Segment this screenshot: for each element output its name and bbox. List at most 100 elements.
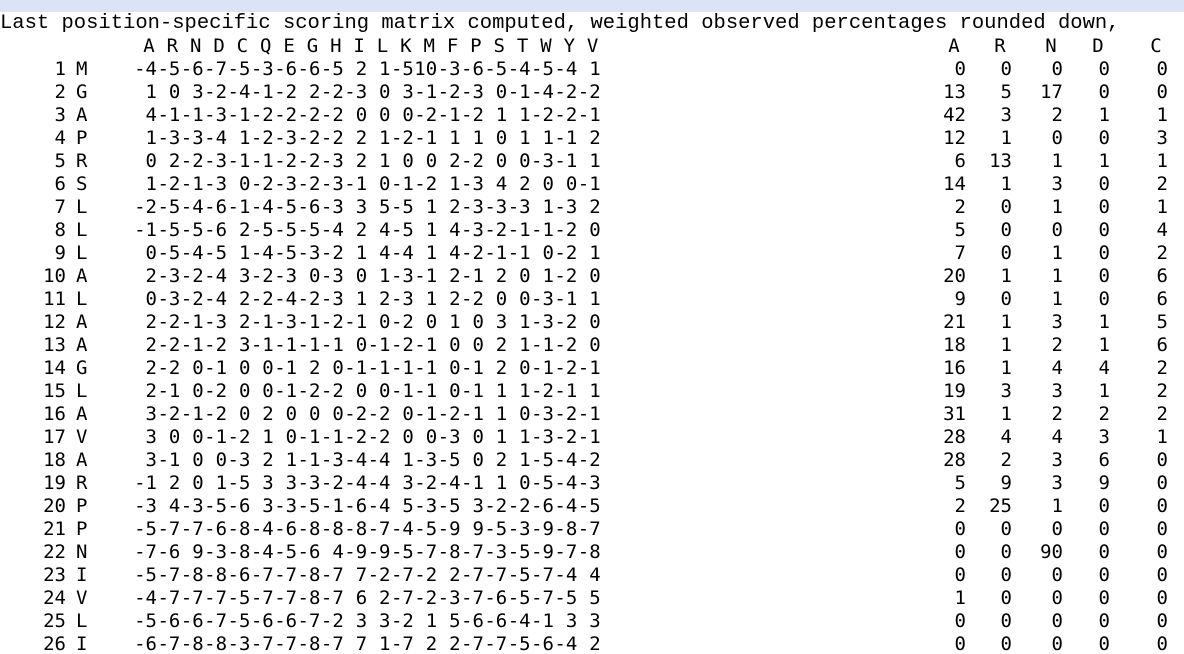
- score-cell: 0: [519, 403, 531, 425]
- position-number: 17: [43, 426, 66, 448]
- score-cell: -1: [554, 150, 578, 172]
- score-cell: 0: [238, 403, 251, 425]
- position-number: 22: [43, 541, 66, 563]
- score-column-header: N: [189, 35, 202, 57]
- score-cell: -3: [390, 288, 414, 310]
- score-cell: 1: [379, 127, 391, 149]
- score-cell: -5: [414, 518, 438, 540]
- percent-cell: 4: [1000, 426, 1012, 448]
- score-column-header: W: [540, 35, 552, 57]
- score-cell: -1: [320, 495, 344, 517]
- percent-cell: 2: [1156, 173, 1168, 195]
- percent-cell: 13: [989, 150, 1012, 172]
- score-cell: 5: [449, 610, 461, 632]
- score-cell: -1: [554, 380, 578, 402]
- score-cell: -2: [461, 242, 484, 264]
- score-cell: -7: [461, 564, 484, 586]
- score-cell: -5: [390, 196, 414, 218]
- position-number: 9: [54, 242, 66, 264]
- residue-letter: V: [76, 587, 88, 609]
- score-cell: 3: [238, 334, 251, 356]
- score-cell: -7: [274, 633, 298, 654]
- score-cell: -3: [134, 495, 157, 517]
- score-cell: -2: [554, 81, 578, 103]
- score-cell: -2: [367, 403, 391, 425]
- percent-cell: 0: [1156, 587, 1168, 609]
- score-cell: -3: [461, 219, 484, 241]
- score-cell: -6: [297, 58, 321, 80]
- score-cell: -5: [134, 518, 157, 540]
- text-viewer[interactable]: Last position-specific scoring matrix co…: [0, 12, 1184, 654]
- score-cell: -6: [227, 564, 251, 586]
- score-cell: 2: [145, 311, 157, 333]
- score-cell: -3: [274, 127, 298, 149]
- score-cell: -8: [297, 633, 321, 654]
- score-cell: -5: [320, 58, 344, 80]
- matrix-row: 1 M -4 -5 -6 -7 -5 -3 -6 -6 -5 2 1 -5 10 -3 -6 -5 -4 -5 -4 1 0…: [0, 58, 1184, 81]
- score-cell: -1: [180, 403, 204, 425]
- score-cell: 0: [519, 265, 531, 287]
- score-cell: -3: [320, 265, 344, 287]
- percent-cell: 1: [1000, 334, 1012, 356]
- score-cell: -1: [414, 380, 438, 402]
- score-cell: -2: [390, 610, 414, 632]
- score-cell: -2: [390, 334, 414, 356]
- score-cell: -4: [390, 242, 414, 264]
- score-cell: -6: [531, 633, 554, 654]
- score-cell: -1: [250, 334, 274, 356]
- score-cell: -6: [180, 58, 204, 80]
- score-cell: -3: [461, 196, 484, 218]
- percent-cell: 31: [943, 403, 966, 425]
- score-cell: -4: [554, 633, 578, 654]
- percent-cell: 2: [1051, 334, 1063, 356]
- score-cell: -3: [274, 495, 298, 517]
- score-cell: -1: [414, 265, 438, 287]
- matrix-row: 5 R 0 2 -2 -3 -1 -1 -2 -2 -3 2 1 0 0 2 -2 0 0 -3 -1 1 6 13 1 1 1: [0, 150, 1184, 173]
- percent-cell: 0: [1051, 633, 1063, 654]
- score-cell: -5: [204, 242, 228, 264]
- score-cell: -6: [204, 196, 228, 218]
- score-cell: 1: [449, 311, 461, 333]
- percent-cell: 2: [1156, 380, 1168, 402]
- percent-cell: 1: [1051, 196, 1063, 218]
- score-cell: -3: [204, 311, 228, 333]
- score-cell: 9: [472, 518, 484, 540]
- score-cell: -7: [180, 518, 204, 540]
- score-cell: -3: [484, 541, 508, 563]
- percent-cell: 17: [1040, 81, 1063, 103]
- score-cell: -1: [577, 426, 601, 448]
- score-cell: -3: [204, 104, 228, 126]
- percent-cell: 1: [1051, 150, 1063, 172]
- score-cell: -4: [180, 196, 204, 218]
- matrix-row: 22 N -7 -6 9 -3 -8 -4 -5 -6 4 -9 -9 -5 -7 -8 -7 -3 -5 -9 -7-…: [0, 541, 1184, 564]
- percent-cell: 3: [1051, 173, 1063, 195]
- score-cell: -1: [414, 357, 438, 379]
- percent-cell: 0: [1051, 564, 1063, 586]
- score-cell: -2: [367, 564, 391, 586]
- score-cell: -3: [437, 587, 461, 609]
- score-cell: -1: [180, 173, 204, 195]
- score-cell: -1: [461, 357, 484, 379]
- score-cell: -1: [531, 334, 554, 356]
- score-cell: -2: [344, 403, 368, 425]
- score-cell: 1: [589, 58, 601, 80]
- score-cell: 0: [402, 426, 414, 448]
- score-cell: -4: [274, 288, 298, 310]
- score-cell: -5: [484, 58, 508, 80]
- score-cell: 0: [332, 403, 344, 425]
- score-cell: 0: [425, 311, 438, 333]
- score-column-header: Q: [260, 35, 272, 57]
- score-cell: 2: [145, 380, 157, 402]
- score-cell: -3: [180, 495, 204, 517]
- percent-cell: 1: [1000, 311, 1012, 333]
- matrix-row: 15 L 2 -1 0 -2 0 0 -1 -2 -2 0 0 -1 -1 0 -1 1 1 -2 -1 1 19 3 3 1 2: [0, 380, 1184, 403]
- percent-cell: 0: [1000, 518, 1012, 540]
- score-cell: -1: [344, 357, 368, 379]
- score-cell: -3: [204, 173, 228, 195]
- score-cell: -6: [157, 610, 181, 632]
- score-cell: -7: [157, 633, 181, 654]
- score-cell: 1: [379, 58, 391, 80]
- percent-cell: 0: [1051, 58, 1063, 80]
- score-cell: 0: [589, 334, 601, 356]
- score-cell: 0: [238, 357, 251, 379]
